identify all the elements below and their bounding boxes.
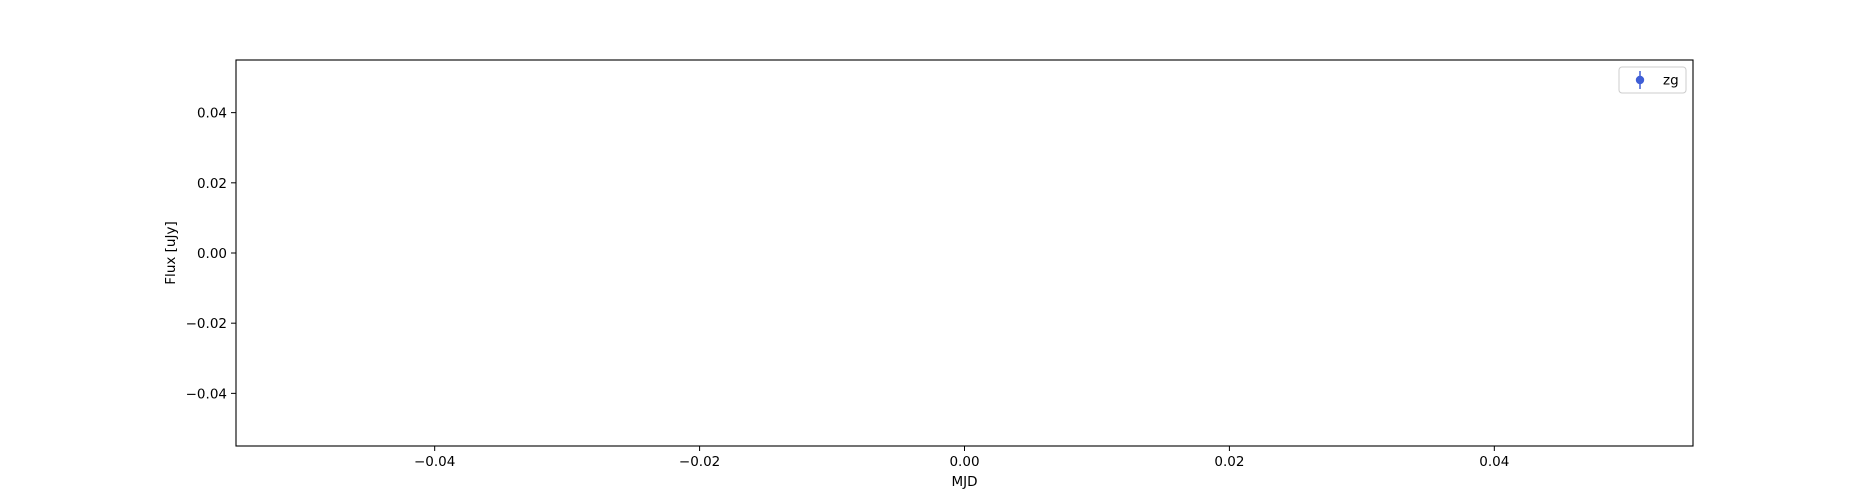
y-axis-label: Flux [uJy] [163,221,179,284]
y-tick-label: 0.02 [197,176,227,192]
x-axis-ticks: −0.04 −0.02 0.00 0.02 0.04 [414,446,1509,470]
x-tick-label: −0.04 [414,454,455,470]
y-tick-label: 0.00 [197,246,227,262]
legend-marker-icon [1635,71,1645,89]
plot-frame [235,59,1694,447]
x-tick-label: 0.04 [1479,454,1509,470]
x-tick-label: 0.02 [1214,454,1244,470]
x-tick-label: −0.02 [679,454,720,470]
x-axis-label: MJD [951,474,977,490]
y-tick-label: 0.04 [197,106,227,122]
legend-entry-zg: zg [1663,73,1679,89]
y-tick-label: −0.02 [186,316,227,332]
legend: zg [1618,66,1687,94]
x-tick-label: 0.00 [949,454,979,470]
y-tick-label: −0.04 [186,386,227,402]
legend-frame [1618,66,1687,94]
plot-area [236,60,1693,446]
y-axis-ticks: −0.04 −0.02 0.00 0.02 0.04 [186,106,236,402]
